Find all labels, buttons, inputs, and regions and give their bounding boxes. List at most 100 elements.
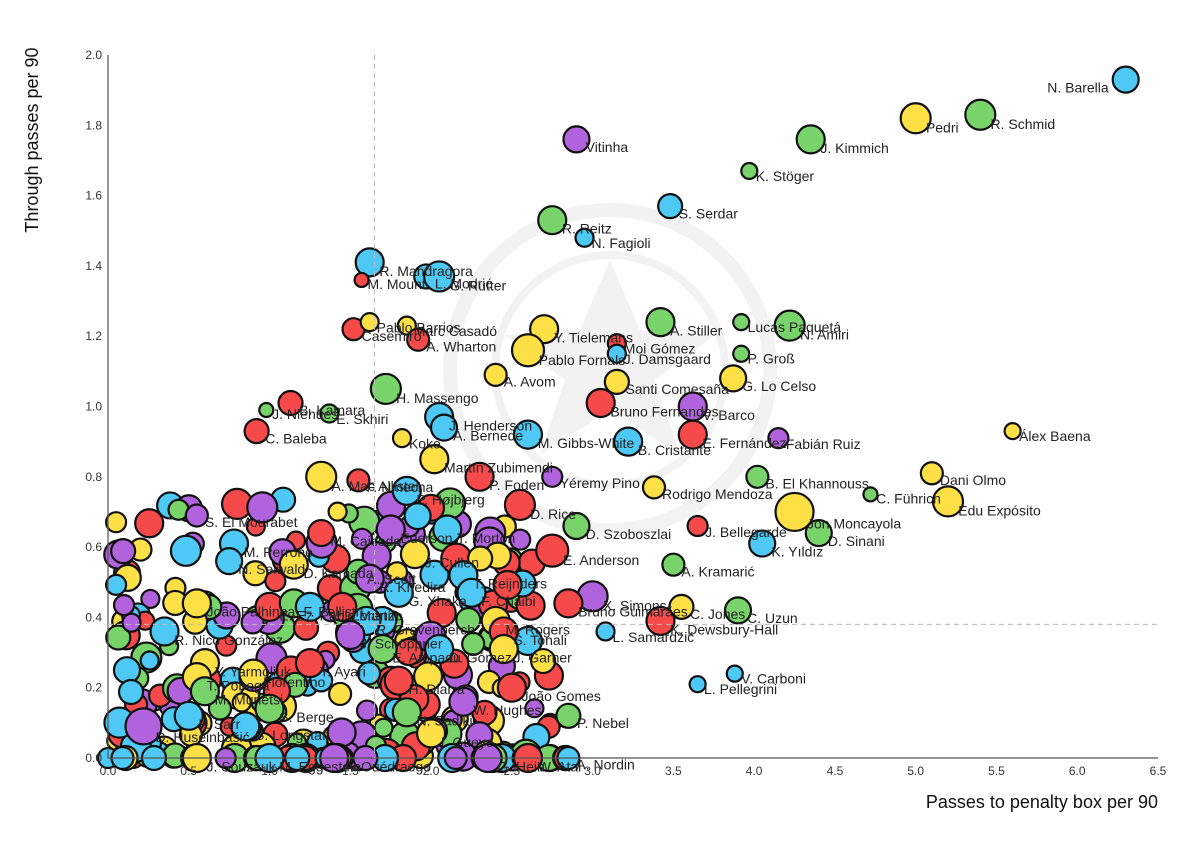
point-label: Martín Zubimendi bbox=[444, 460, 553, 476]
scatter-point bbox=[645, 605, 676, 637]
scatter-point bbox=[657, 193, 684, 220]
point-label: L. Pellegrini bbox=[704, 681, 777, 697]
scatter-point bbox=[230, 711, 261, 742]
point-label: A. Wharton bbox=[426, 338, 496, 354]
point-label: N. Barella bbox=[1047, 79, 1109, 95]
x-tick-label: 2.0 bbox=[423, 764, 440, 778]
point-label: P. Groß bbox=[748, 351, 795, 367]
scatter-point bbox=[294, 647, 326, 679]
point-label: C. Uzun bbox=[747, 610, 798, 626]
scatter-point-unlabeled bbox=[327, 501, 348, 522]
scatter-point bbox=[278, 549, 309, 580]
scatter-point bbox=[423, 260, 456, 293]
scatter-point bbox=[254, 693, 285, 724]
point-label: W. Atal bbox=[538, 758, 582, 774]
scatter-point bbox=[503, 488, 537, 522]
scatter-point bbox=[862, 486, 879, 503]
scatter-point-unlabeled bbox=[467, 545, 494, 572]
point-label: G. Rutter bbox=[449, 277, 506, 293]
scatter-point bbox=[562, 511, 591, 541]
scatter-point bbox=[688, 675, 707, 694]
scatter-point bbox=[189, 676, 221, 707]
point-label: A. Stiller bbox=[670, 323, 722, 339]
point-label: N. Fagioli bbox=[591, 235, 650, 251]
point-label: M. Munetsi bbox=[215, 692, 283, 708]
point-label: T. Morton bbox=[457, 530, 515, 546]
scatter-point bbox=[931, 485, 965, 518]
y-tick-label: 0.2 bbox=[85, 681, 102, 695]
scatter-point bbox=[429, 413, 459, 442]
x-axis-title: Passes to penalty box per 90 bbox=[926, 792, 1158, 812]
point-labels: N. Barella Pedri R. Schmid Vitinha J. Kimmic… bbox=[155, 79, 1108, 774]
point-label: Casemiro bbox=[362, 328, 422, 344]
y-tick-label: 1.4 bbox=[85, 259, 102, 273]
point-label: D. Sinani bbox=[828, 533, 885, 549]
scatter-point bbox=[686, 514, 709, 538]
point-label: X. Simons bbox=[603, 597, 667, 613]
point-label: R. Reitz bbox=[562, 221, 612, 237]
point-label: I. Gueye bbox=[441, 734, 494, 750]
scatter-points bbox=[96, 65, 1140, 774]
point-label: J. Souzauk bbox=[207, 758, 277, 774]
scatter-point bbox=[745, 464, 770, 489]
scatter-point-unlabeled bbox=[105, 624, 132, 651]
scatter-point bbox=[483, 362, 508, 387]
scatter-point bbox=[641, 475, 667, 500]
y-tick-label: 0.6 bbox=[85, 540, 102, 554]
point-label: Pablo Fornals bbox=[539, 352, 625, 368]
scatter-point-unlabeled bbox=[509, 528, 532, 551]
scatter-point bbox=[719, 364, 748, 393]
point-label: D. Kamada bbox=[303, 565, 373, 581]
scatter-point-unlabeled bbox=[350, 527, 374, 550]
scatter-point bbox=[335, 619, 366, 651]
x-tick-label: 1.0 bbox=[261, 764, 278, 778]
point-label: K. Dewsbury-Hall bbox=[670, 621, 778, 637]
point-label: N. Seiwald bbox=[238, 561, 305, 577]
scatter-point bbox=[369, 372, 402, 406]
scatter-point bbox=[173, 700, 204, 731]
scatter-point-unlabeled bbox=[328, 681, 353, 707]
point-label: M. Gibbs-White bbox=[538, 435, 635, 451]
point-label: A. Nordin bbox=[576, 757, 634, 773]
point-label: H. Massengo bbox=[396, 390, 479, 406]
point-label: J. Bellegarde bbox=[705, 524, 787, 540]
scatter-point bbox=[613, 426, 644, 457]
y-tick-label: 1.8 bbox=[85, 118, 102, 132]
scatter-point bbox=[391, 428, 413, 449]
point-label: Bruno Fernandes bbox=[610, 403, 718, 419]
scatter-point bbox=[1003, 422, 1022, 441]
scatter-point bbox=[725, 664, 744, 683]
x-tick-label: 1.5 bbox=[342, 764, 359, 778]
scatter-point bbox=[919, 461, 944, 486]
y-axis-ticks: 0.0 0.2 0.4 0.6 0.8 1.0 1.2 1.4 1.6 1.8 2.0 bbox=[85, 48, 102, 765]
scatter-point bbox=[732, 313, 751, 332]
scatter-point bbox=[606, 343, 627, 364]
scatter-point bbox=[668, 593, 695, 620]
scatter-point bbox=[464, 461, 495, 492]
point-label: P. Nebel bbox=[577, 715, 629, 731]
point-label: E. Skhiri bbox=[336, 411, 388, 427]
scatter-point bbox=[512, 419, 544, 450]
scatter-point-unlabeled bbox=[112, 656, 142, 685]
point-label: Álex Baena bbox=[1019, 428, 1091, 444]
scatter-point bbox=[354, 247, 385, 278]
scatter-point bbox=[383, 577, 414, 608]
point-label: A. Mac Allister bbox=[331, 478, 420, 494]
point-label: Pedri bbox=[926, 119, 959, 135]
scatter-point bbox=[964, 98, 997, 131]
point-label: B. El Khannouss bbox=[765, 475, 869, 491]
scatter-point bbox=[367, 633, 398, 665]
scatter-point-unlabeled bbox=[240, 610, 265, 635]
y-tick-label: 1.6 bbox=[85, 189, 102, 203]
point-label: S. El Mourabet bbox=[205, 514, 298, 530]
point-label: J. Henderson bbox=[449, 417, 532, 433]
scatter-point bbox=[510, 333, 546, 368]
scatter-point bbox=[391, 475, 422, 506]
point-label: Pablo Martín bbox=[320, 607, 399, 623]
point-label: João Gomes bbox=[522, 688, 601, 704]
x-tick-label: 0.0 bbox=[100, 764, 117, 778]
scatter-point bbox=[645, 307, 676, 338]
point-label: J. Niehues bbox=[272, 406, 338, 422]
point-label: Y. Ayari bbox=[320, 663, 366, 679]
point-label: C. Jones bbox=[690, 606, 745, 622]
